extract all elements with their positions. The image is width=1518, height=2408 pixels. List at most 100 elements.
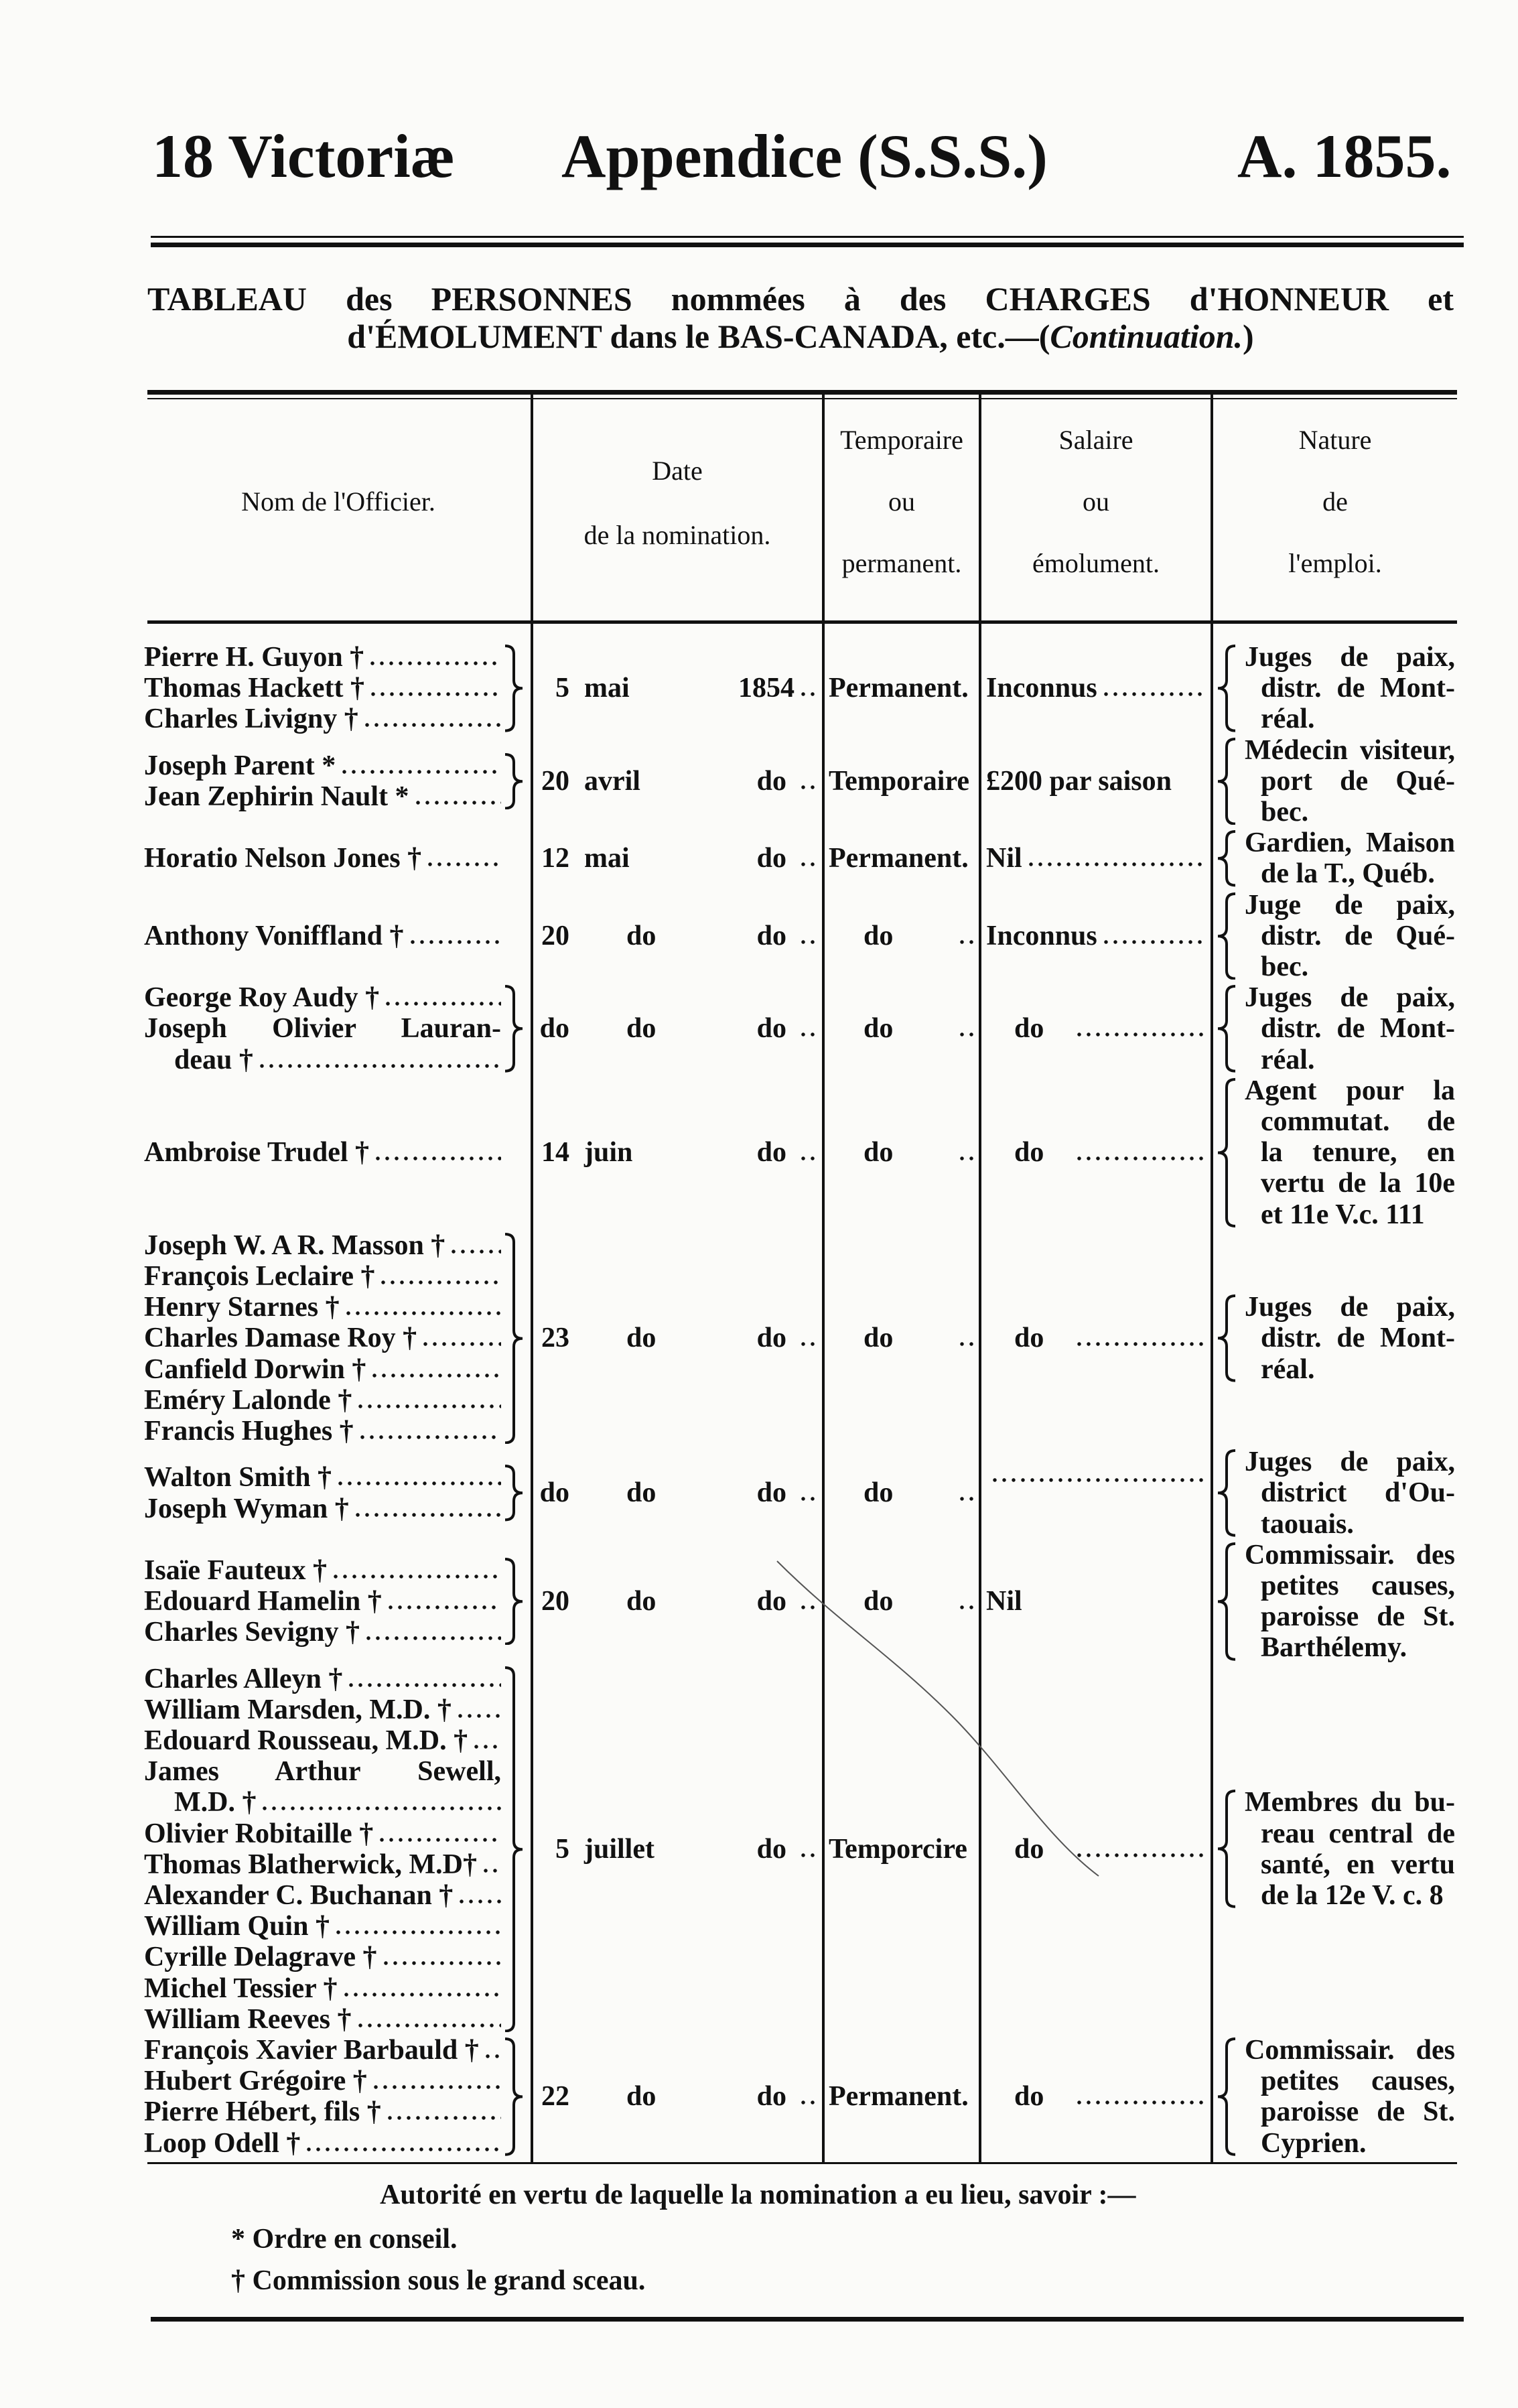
date-month: juillet [584, 1833, 654, 1865]
dot-leader [1101, 691, 1207, 697]
officer-name-text: Thomas Hackett † [144, 673, 364, 704]
dot-leader [957, 1156, 976, 1162]
date-day: 20 [541, 1586, 569, 1617]
salary-text: do [1014, 1013, 1044, 1045]
date-year: 1854 [730, 673, 817, 704]
date-year-text: do [756, 920, 786, 951]
dot-leader [336, 1481, 501, 1487]
dot-leader [362, 722, 501, 728]
appointment-type: Permanent. [829, 2081, 976, 2112]
officer-name-text: Edouard Rousseau, M.D. † [144, 1725, 468, 1756]
appointment-type-text: do [864, 1477, 894, 1509]
name-group-brace [505, 752, 523, 810]
salary: Inconnus [986, 921, 1207, 951]
employment-nature-line: réal. [1261, 1044, 1315, 1075]
employment-nature-line: paroisse de St. [1261, 2096, 1455, 2128]
officer-name: James Arthur Sewell, [144, 1756, 501, 1787]
officer-name: Walton Smith † [144, 1462, 501, 1493]
dot-leader [356, 1403, 501, 1409]
officer-name-text: Cyrille Delagrave † [144, 1942, 377, 1973]
dot-leader [799, 2100, 817, 2106]
officer-name: François Leclaire † [144, 1261, 501, 1292]
officer-name-text: Hubert Grégoire † [144, 2066, 367, 2097]
officer-name-text: M.D. † [174, 1787, 257, 1818]
dot-leader [341, 1991, 501, 1997]
dot-leader [455, 1713, 501, 1719]
name-group-brace [505, 645, 523, 732]
column-header-nature-sub: l'emploi. [1288, 548, 1382, 578]
date-year-text: 1854 [738, 673, 795, 704]
salary: Nil [986, 1586, 1207, 1617]
dot-leader [1026, 862, 1207, 868]
salary [986, 1477, 1207, 1489]
nature-brace [1218, 830, 1235, 887]
officer-name: Horatio Nelson Jones † [144, 843, 501, 874]
officer-name-text: Joseph Olivier Lauran- [144, 1013, 501, 1045]
officer-name-text: Charles Livigny † [144, 704, 358, 735]
dot-leader [373, 1156, 501, 1162]
dot-leader [799, 1852, 817, 1858]
dot-leader [421, 1341, 501, 1347]
officer-name-text: Charles Damase Roy † [144, 1323, 417, 1354]
employment-nature-line: distr. de Mont- [1261, 673, 1455, 704]
officer-name-text: Eméry Lalonde † [144, 1384, 352, 1416]
dot-leader [957, 1032, 976, 1038]
title-line-2-end: ) [1243, 318, 1254, 355]
salary-text: Inconnus [986, 673, 1097, 704]
dot-leader [957, 1496, 976, 1502]
dot-leader [378, 1280, 501, 1285]
year-label: A. 1855. [1237, 122, 1452, 190]
appointment-type-text: Temporaire [829, 765, 969, 797]
date-year: do [730, 1137, 817, 1168]
session-label: 18 Victoriæ [152, 122, 456, 190]
appointment-type: do [829, 1013, 976, 1044]
date-year-text: do [756, 1323, 786, 1354]
officer-name: deau † [174, 1045, 501, 1075]
employment-nature-line: santé, en vertu [1261, 1849, 1455, 1880]
officer-name-text: Pierre H. Guyon † [144, 642, 364, 673]
officer-name-text: Charles Alleyn † [144, 1663, 343, 1694]
table-bottom-rule [147, 2162, 1457, 2164]
employment-nature-line: distr. de Qué- [1261, 920, 1455, 951]
date-year: do [730, 1586, 817, 1617]
dot-leader [799, 784, 817, 790]
column-header-date: Date [652, 456, 703, 486]
legend-great-seal: † Commission sous le grand sceau. [231, 2265, 646, 2296]
dot-leader [352, 1512, 501, 1518]
officer-name-text: Thomas Blatherwick, M.D† [144, 1849, 477, 1880]
officer-name: Edouard Rousseau, M.D. † [144, 1725, 501, 1756]
employment-nature-line: Barthélemy. [1261, 1632, 1407, 1664]
officer-name: Pierre Hébert, fils † [144, 2096, 501, 2127]
dot-leader [346, 1682, 501, 1688]
column-divider [1211, 392, 1213, 2163]
salary-text: do [1014, 1137, 1044, 1168]
page-bottom-rule [151, 2317, 1464, 2322]
dot-leader [957, 939, 976, 945]
name-group-brace [505, 1465, 523, 1522]
column-divider [531, 392, 533, 2163]
appointment-type: do [829, 1586, 976, 1617]
employment-nature-line: petites causes, [1261, 2066, 1455, 2097]
appointment-type-text: do [864, 920, 894, 951]
officer-name-text: James Arthur Sewell, [144, 1756, 501, 1788]
officer-name-text: Edouard Hamelin † [144, 1586, 382, 1617]
column-header-temp-ou: ou [888, 486, 915, 517]
date-month: do [626, 920, 657, 951]
appointment-type-text: do [864, 1323, 894, 1354]
dot-leader [304, 2146, 501, 2152]
officer-name-text: Ambroise Trudel † [144, 1137, 370, 1168]
officer-name: Olivier Robitaille † [144, 1818, 501, 1849]
column-header-salary: Salaire [1058, 425, 1133, 455]
date-year: do [730, 843, 817, 874]
dot-leader [331, 1573, 501, 1579]
nature-brace [1218, 1790, 1235, 1909]
dot-leader [385, 1605, 501, 1611]
dot-leader [370, 2084, 501, 2090]
employment-nature-line: distr. de Mont- [1261, 1323, 1455, 1354]
header-rule-thin [151, 236, 1464, 238]
dot-leader [413, 799, 501, 805]
salary: Inconnus [986, 673, 1207, 704]
dot-leader [357, 1434, 501, 1440]
dot-leader [377, 1836, 501, 1843]
